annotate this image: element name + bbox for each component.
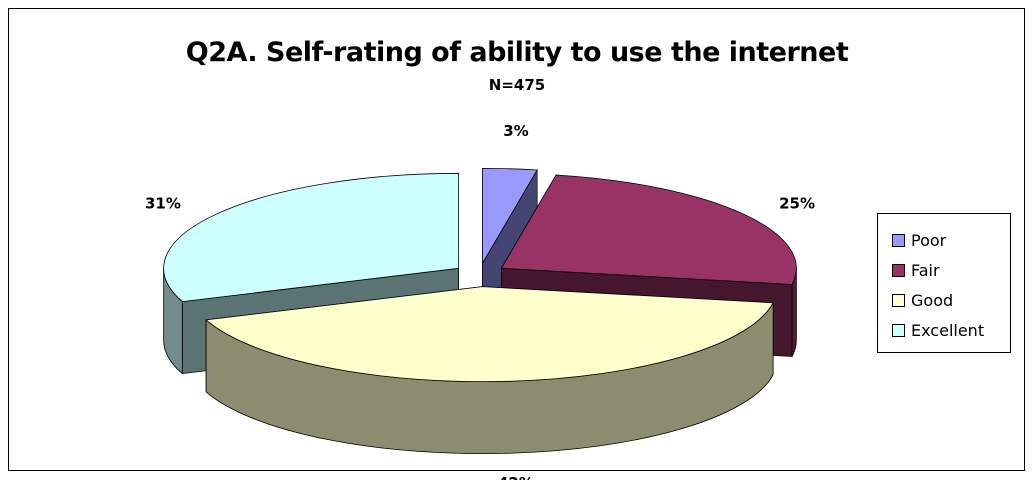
legend-item-poor: Poor [892, 228, 946, 252]
chart-subtitle: N=475 [488, 76, 546, 94]
legend-item-good: Good [892, 288, 953, 312]
legend-swatch-fair [892, 263, 905, 277]
chart-legend: Poor Fair Good Excellent [877, 213, 1011, 353]
data-label-poor: 3% [503, 122, 528, 140]
slice-excellent [163, 172, 460, 303]
legend-swatch-excellent [892, 323, 905, 337]
data-label-good: 42% [498, 474, 534, 480]
legend-label-poor: Poor [911, 230, 947, 250]
legend-label-fair: Fair [911, 260, 940, 280]
legend-item-fair: Fair [892, 258, 940, 282]
legend-label-excellent: Excellent [911, 320, 985, 340]
slice-good [205, 286, 774, 383]
legend-item-excellent: Excellent [892, 318, 984, 342]
legend-swatch-good [892, 293, 905, 307]
data-label-excellent: 31% [145, 194, 181, 212]
legend-swatch-poor [892, 233, 905, 247]
slice-fair [500, 174, 797, 285]
chart-title: Q2A. Self-rating of ability to use the i… [185, 37, 849, 68]
data-label-fair: 25% [779, 194, 815, 212]
legend-label-good: Good [911, 290, 954, 310]
slice-poor [482, 167, 538, 265]
